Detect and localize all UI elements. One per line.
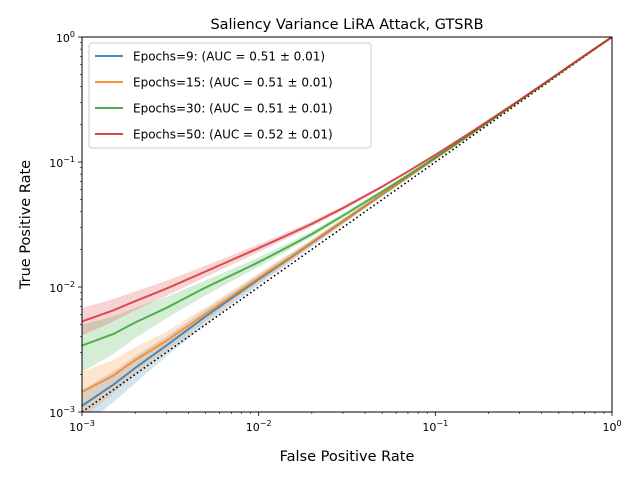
legend-label-2: Epochs=15: (AUC = 0.51 ± 0.01) — [133, 76, 333, 90]
series-lines — [82, 37, 612, 407]
plot-frame — [81, 36, 613, 413]
legend-label-1: Epochs=9: (AUC = 0.51 ± 0.01) — [133, 50, 325, 64]
x-axis-label: False Positive Rate — [280, 449, 415, 465]
chart-title: Saliency Variance LiRA Attack, GTSRB — [210, 17, 483, 33]
legend: Epochs=9: (AUC = 0.51 ± 0.01) Epochs=15: … — [88, 42, 372, 149]
y-axis-label: True Positive Rate — [18, 160, 34, 290]
x-tick-label: 10−3 — [69, 419, 95, 434]
confidence-band-4 — [82, 37, 612, 336]
x-tick-label: 100 — [602, 419, 621, 434]
legend-label-3: Epochs=30: (AUC = 0.51 ± 0.01) — [133, 102, 333, 116]
reference-diagonal — [81, 36, 613, 413]
legend-box — [88, 42, 372, 149]
x-tick-label: 10−1 — [422, 419, 448, 434]
confidence-band-1 — [82, 37, 612, 412]
confidence-band-3 — [82, 37, 612, 372]
y-tick-label: 10−1 — [49, 155, 75, 170]
y-tick-label: 10−2 — [49, 280, 75, 295]
confidence-bands — [82, 37, 612, 412]
chance-line — [81, 36, 613, 413]
y-tick-label: 10−3 — [49, 405, 75, 420]
x-tick-label: 10−2 — [246, 419, 272, 434]
confidence-band-2 — [82, 37, 612, 412]
legend-label-4: Epochs=50: (AUC = 0.52 ± 0.01) — [133, 128, 333, 142]
y-tick-label: 100 — [56, 30, 75, 45]
series-line-4 — [82, 37, 612, 323]
